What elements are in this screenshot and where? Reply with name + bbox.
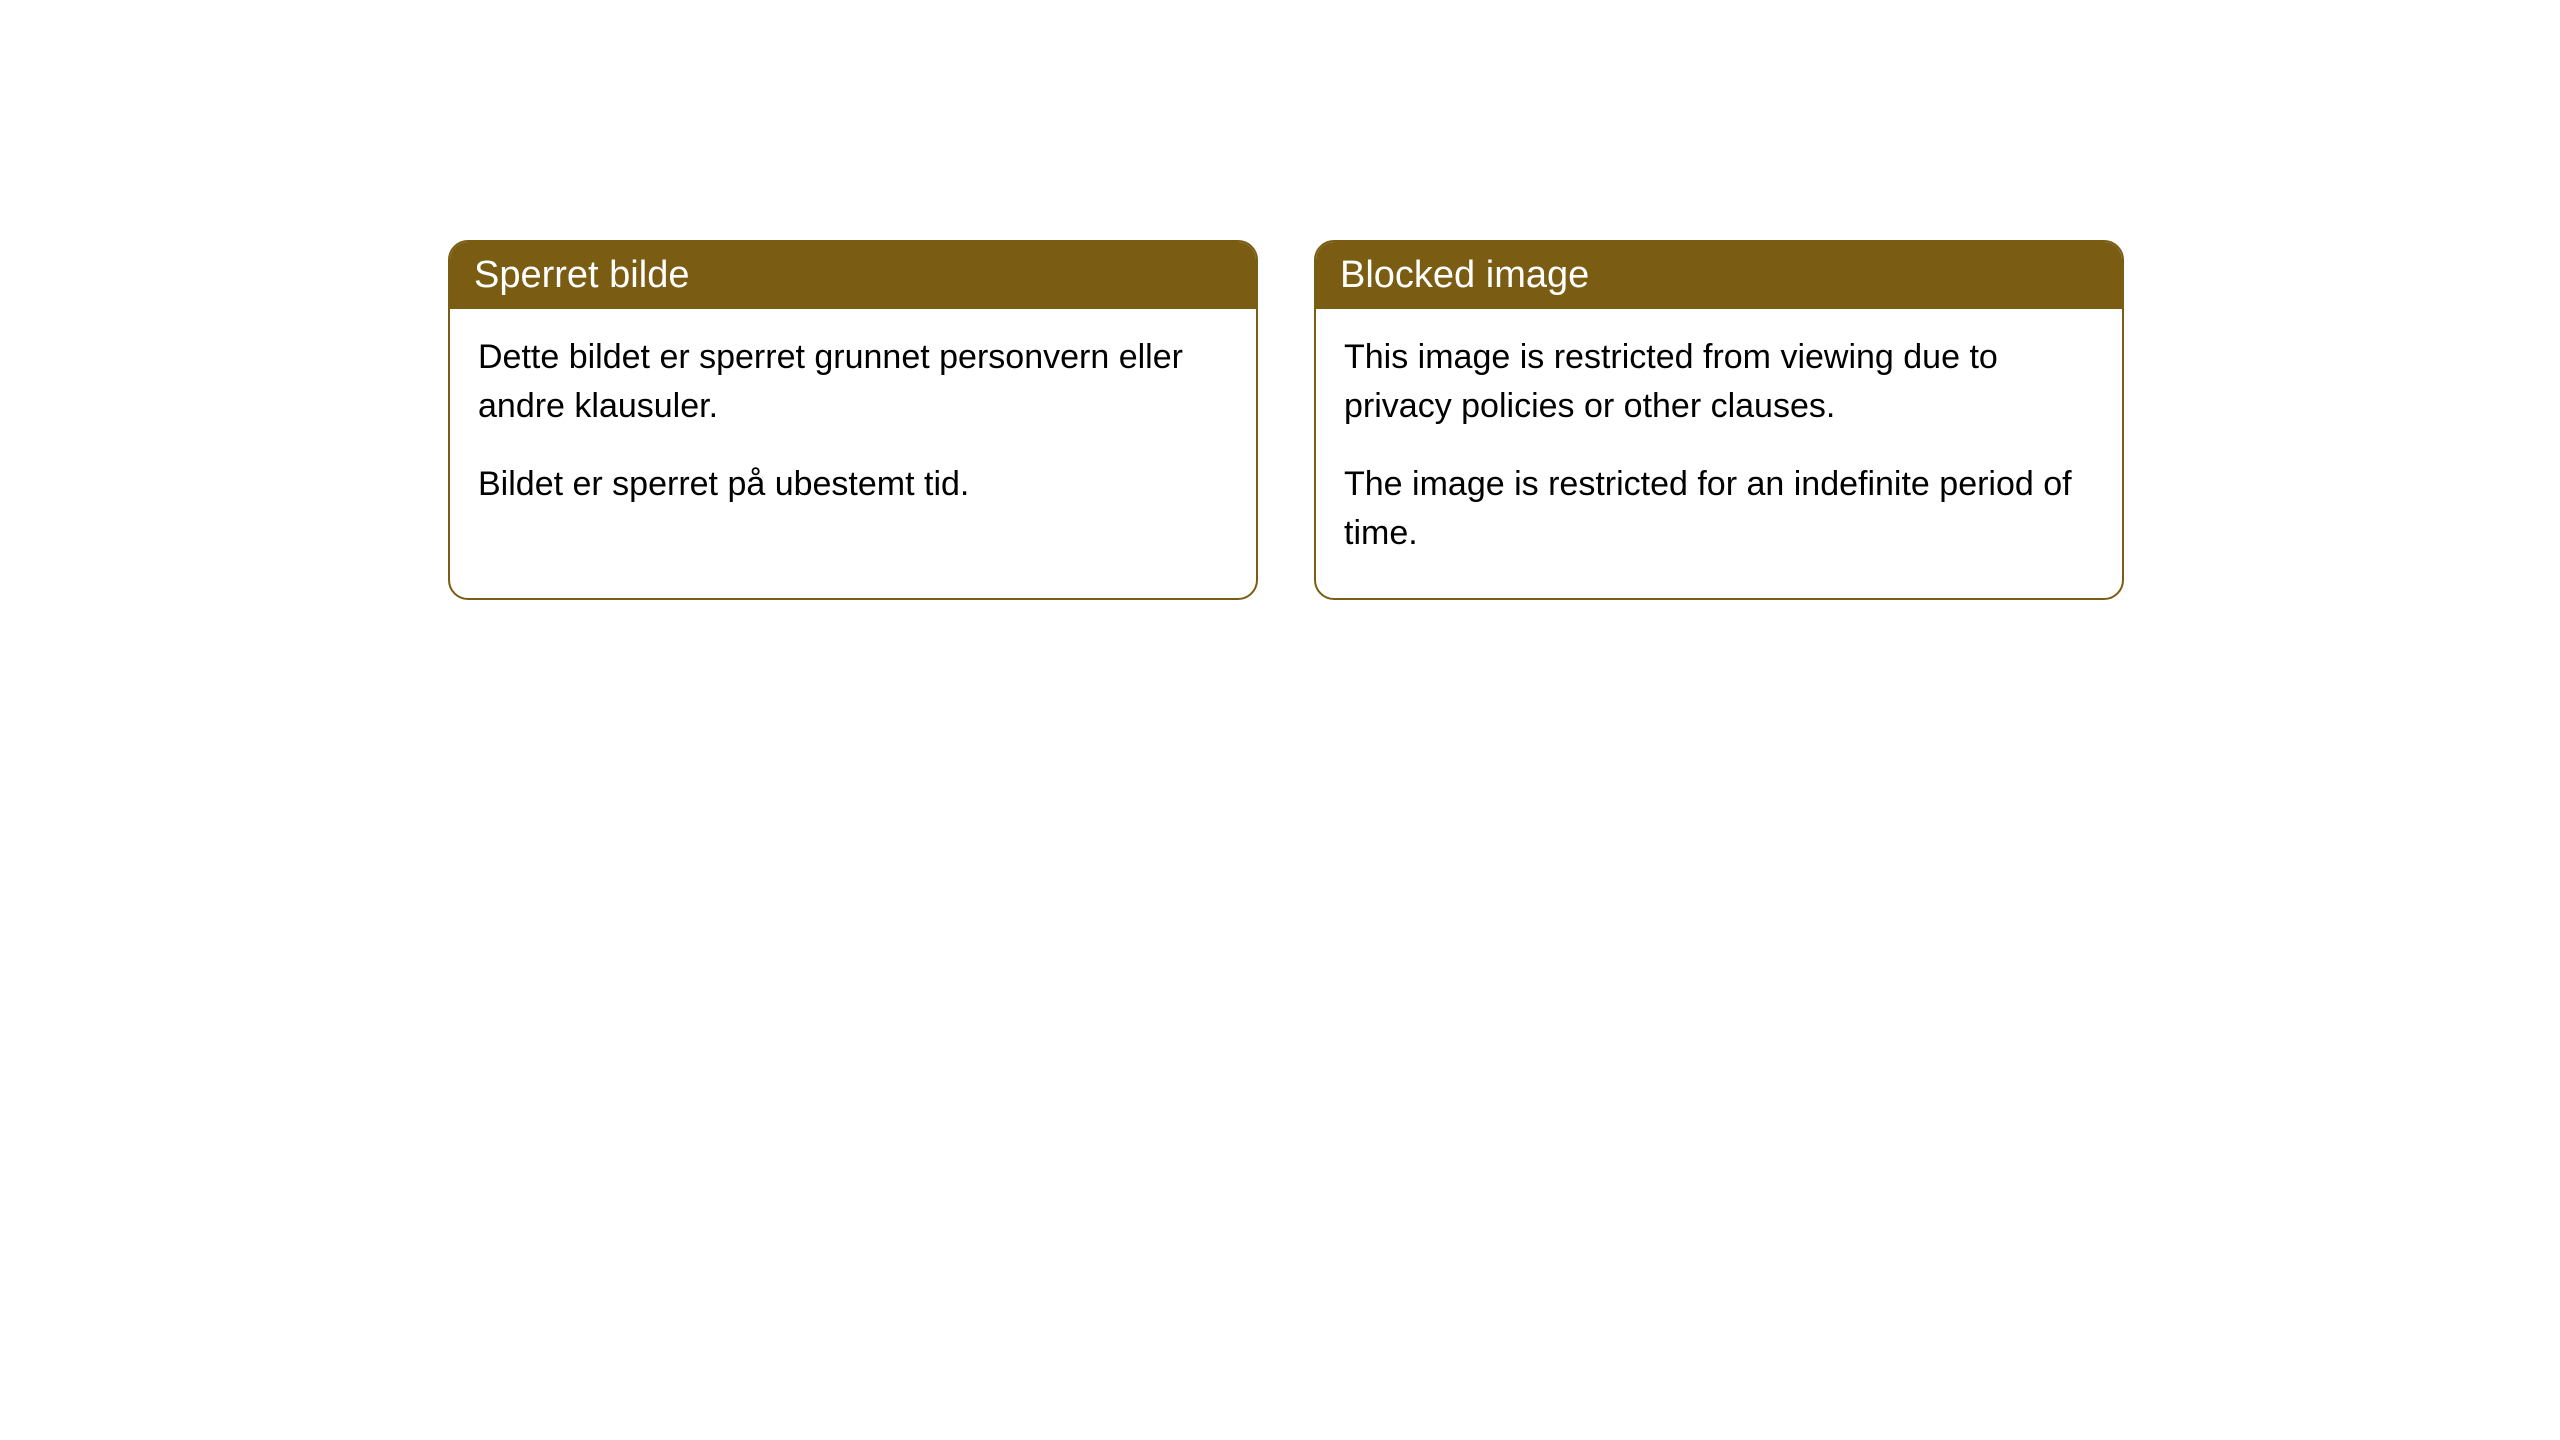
card-paragraph: This image is restricted from viewing du…: [1344, 333, 2094, 432]
card-paragraph: Dette bildet er sperret grunnet personve…: [478, 333, 1228, 432]
card-paragraph: The image is restricted for an indefinit…: [1344, 460, 2094, 559]
card-header: Sperret bilde: [450, 242, 1256, 309]
card-body: Dette bildet er sperret grunnet personve…: [450, 309, 1256, 549]
notice-card-norwegian: Sperret bilde Dette bildet er sperret gr…: [448, 240, 1258, 600]
card-title: Blocked image: [1340, 254, 1589, 296]
card-header: Blocked image: [1316, 242, 2122, 309]
card-body: This image is restricted from viewing du…: [1316, 309, 2122, 598]
card-paragraph: Bildet er sperret på ubestemt tid.: [478, 460, 1228, 509]
card-title: Sperret bilde: [474, 254, 689, 296]
notice-card-english: Blocked image This image is restricted f…: [1314, 240, 2124, 600]
notice-cards-container: Sperret bilde Dette bildet er sperret gr…: [448, 240, 2124, 600]
